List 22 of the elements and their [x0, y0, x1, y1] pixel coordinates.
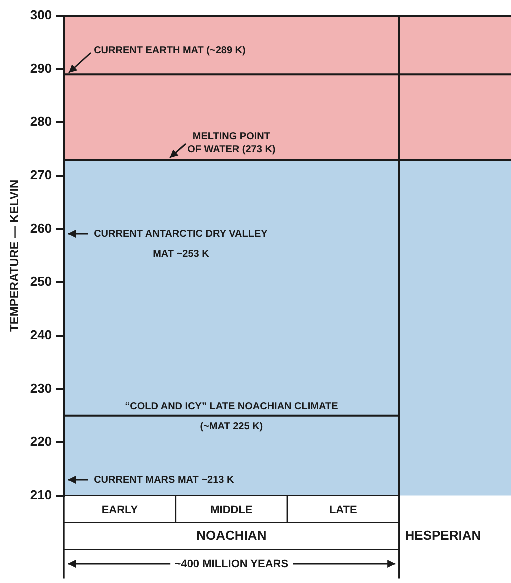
ref-line-label: “COLD AND ICY” LATE NOACHIAN CLIMATE (~MAT 225 K)	[125, 402, 339, 433]
y-tick-label: 220	[30, 434, 52, 450]
text: ~400 MILLION YEARS	[174, 558, 289, 570]
x-tick-label: LATE	[329, 504, 358, 516]
y-tick-label: 250	[30, 274, 52, 290]
ref-line-label: CURRENT EARTH MAT (~289 K)	[94, 45, 246, 56]
text: NOACHIAN	[196, 528, 267, 543]
x-tick-label: MIDDLE	[210, 504, 253, 516]
y-tick-label: 290	[30, 60, 52, 76]
annotation: CURRENT ANTARCTIC DRY VALLEY MAT ~253 K	[94, 229, 268, 260]
y-tick-label: 260	[30, 220, 52, 236]
text: HESPERIAN	[405, 528, 482, 543]
y-tick-label: 210	[30, 487, 52, 502]
ref-line-label: MELTING POINT OF WATER (273 K)	[188, 132, 276, 156]
y-tick-label: 270	[30, 168, 52, 183]
y-tick-label: 280	[30, 114, 52, 130]
y-tick-label: 300	[30, 8, 52, 23]
y-tick-label: 240	[30, 327, 52, 342]
y-axis-title: TEMPERATURE — KELVIN	[8, 180, 22, 332]
y-tick-label: 230	[30, 380, 52, 396]
x-tick-label: EARLY	[102, 504, 139, 516]
annotation: CURRENT MARS MAT ~213 K	[94, 475, 235, 486]
